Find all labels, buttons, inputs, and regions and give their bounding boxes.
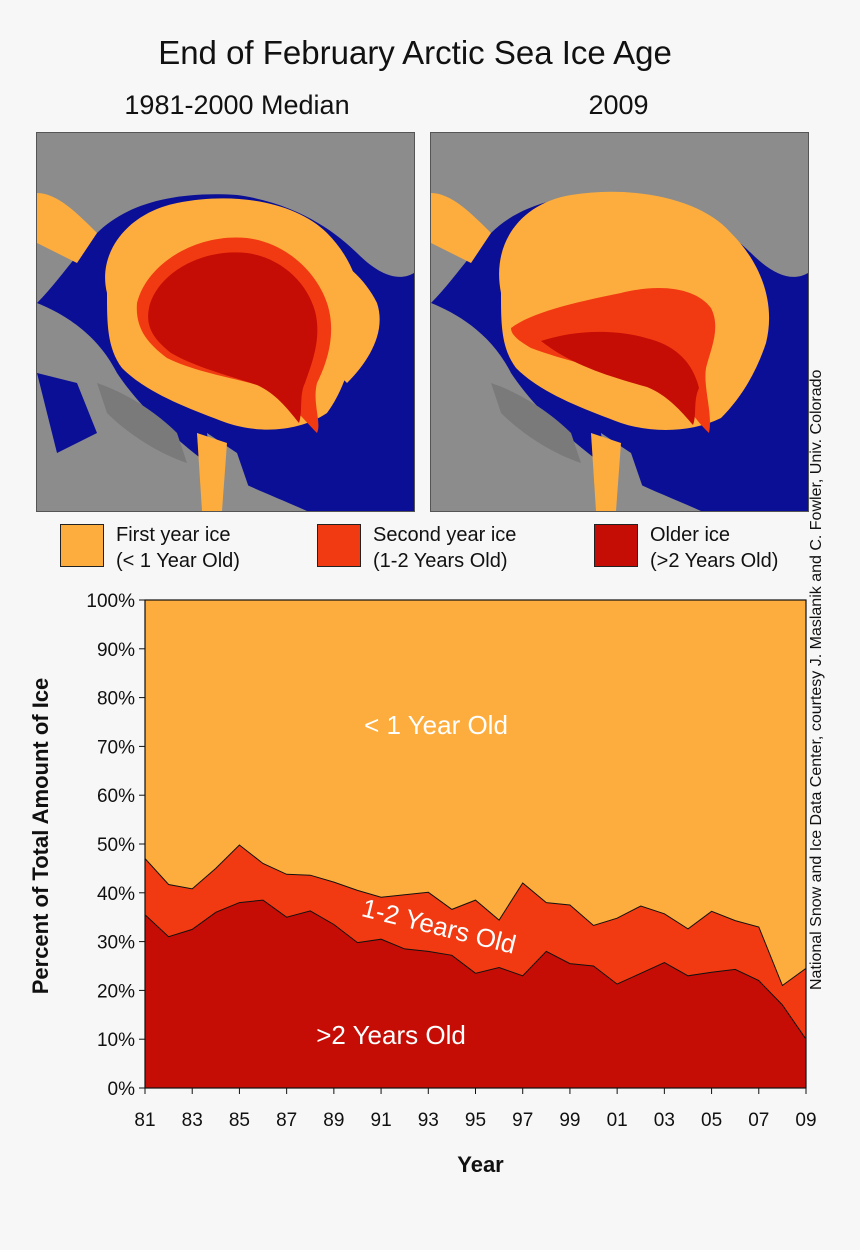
- y-tick-label: 90%: [97, 640, 135, 661]
- x-tick-label: 09: [795, 1110, 816, 1131]
- legend-sub-first-year: (< 1 Year Old): [116, 550, 240, 572]
- y-tick-label: 70%: [97, 737, 135, 758]
- x-tick-label: 95: [465, 1110, 486, 1131]
- legend-swatch-first-year: [60, 524, 104, 567]
- ice-age-area-chart: 0% 10% 20% 30% 40% 50% 60% 70% 80% 90% 100% 81 83 85 8…: [28, 591, 817, 1177]
- y-axis-title: Percent of Total Amount of Ice: [28, 678, 53, 995]
- x-axis-title: Year: [457, 1152, 504, 1177]
- x-tick-label: 03: [654, 1110, 675, 1131]
- legend-sub-second-year: (1-2 Years Old): [373, 550, 508, 572]
- map-title-median: 1981-2000 Median: [124, 90, 350, 120]
- x-tick-label: 05: [701, 1110, 722, 1131]
- x-tick-label: 89: [323, 1110, 344, 1131]
- y-tick-label: 10%: [97, 1030, 135, 1051]
- area-older: [144, 899, 807, 1089]
- x-tick-label: 87: [276, 1110, 297, 1131]
- legend-label-older: Older ice: [650, 524, 731, 546]
- legend-swatch-older: [594, 524, 638, 567]
- legend-sub-older: (>2 Years Old): [650, 550, 779, 572]
- legend-item-older: Older ice (>2 Years Old): [594, 522, 814, 578]
- ice-map-median: [36, 132, 415, 512]
- y-tick-label: 30%: [97, 933, 135, 954]
- y-tick-label: 0%: [108, 1079, 136, 1100]
- ice-map-2009: [430, 132, 809, 512]
- legend-label-first-year: First year ice: [116, 524, 231, 546]
- y-tick-label: 40%: [97, 884, 135, 905]
- y-tick-label: 60%: [97, 786, 135, 807]
- x-tick-label: 81: [134, 1110, 155, 1131]
- y-tick-label: 50%: [97, 835, 135, 856]
- legend-label-second-year: Second year ice: [373, 524, 517, 546]
- map-title-2009: 2009: [588, 90, 649, 120]
- x-tick-label: 07: [748, 1110, 769, 1131]
- legend-swatch-second-year: [317, 524, 361, 567]
- x-tick-label: 93: [418, 1110, 439, 1131]
- annotation-older: >2 Years Old: [316, 1020, 466, 1050]
- legend-item-first-year: First year ice (< 1 Year Old): [60, 522, 300, 578]
- legend-item-second-year: Second year ice (1-2 Years Old): [317, 522, 557, 578]
- x-tick-label: 99: [559, 1110, 580, 1131]
- annotation-first-year: < 1 Year Old: [364, 710, 508, 740]
- x-tick-label: 83: [182, 1110, 203, 1131]
- x-tick-label: 01: [607, 1110, 628, 1131]
- y-tick-label: 20%: [97, 981, 135, 1002]
- x-tick-label: 91: [371, 1110, 392, 1131]
- x-tick-label: 97: [512, 1110, 533, 1131]
- x-tick-label: 85: [229, 1110, 250, 1131]
- y-tick-label: 80%: [97, 689, 135, 710]
- y-tick-label: 100%: [86, 591, 135, 612]
- page-title: End of February Arctic Sea Ice Age: [158, 34, 672, 71]
